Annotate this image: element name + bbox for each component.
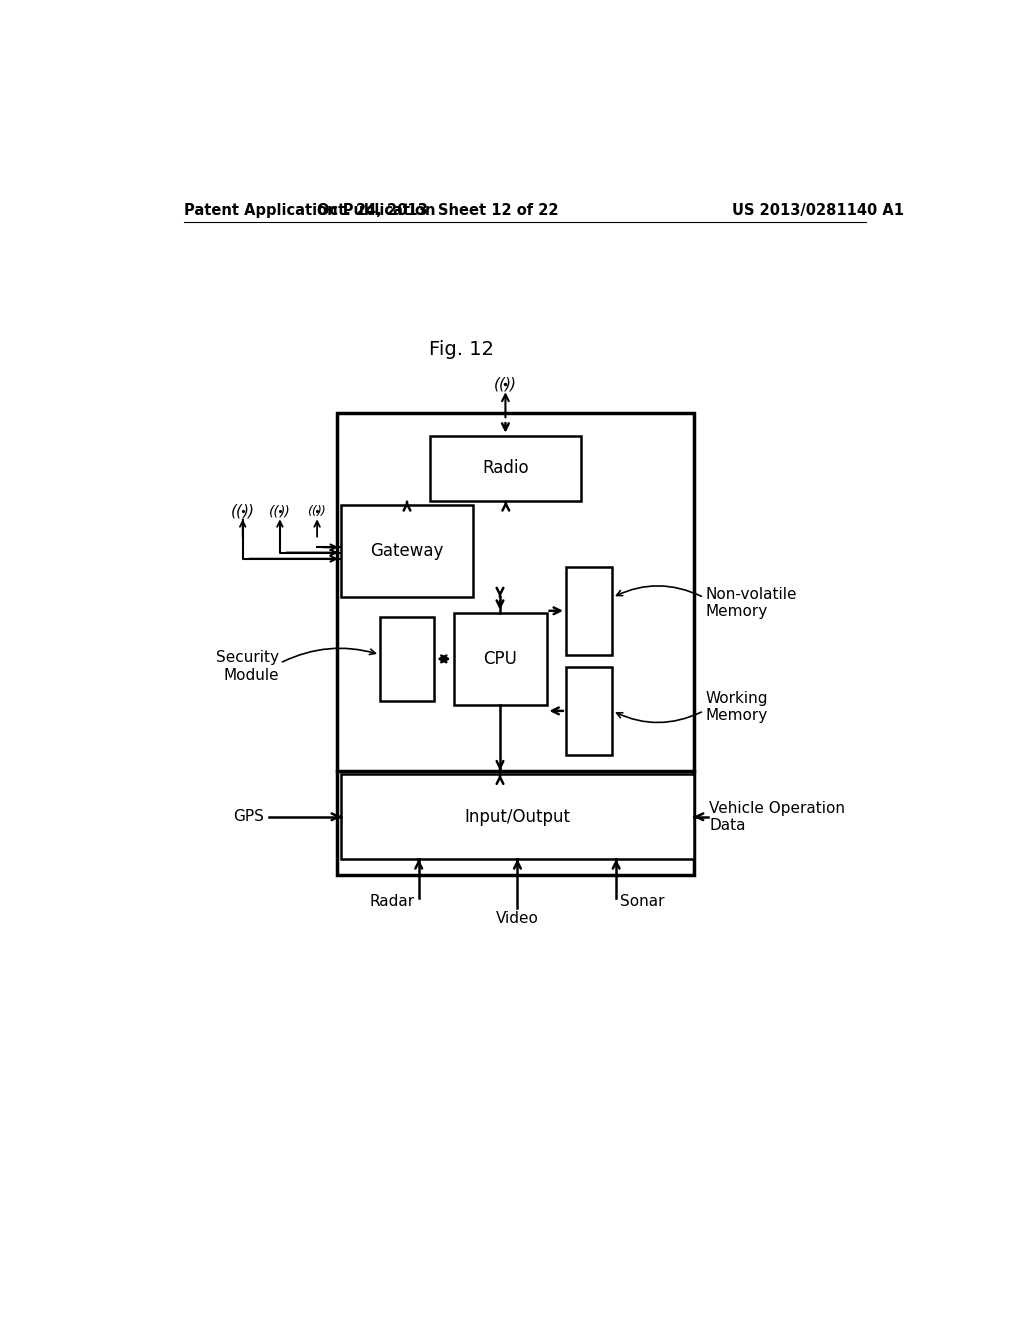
Bar (566, 667, 612, 755)
Text: Input/Output: Input/Output (465, 808, 570, 826)
Text: Fig. 12: Fig. 12 (429, 339, 494, 359)
Text: Working
Memory: Working Memory (706, 690, 768, 723)
Text: )): )) (506, 376, 517, 392)
Text: )): )) (280, 504, 291, 517)
Text: Sonar: Sonar (621, 894, 665, 909)
Bar (341, 506, 473, 597)
Text: ((: (( (230, 503, 243, 519)
Bar (341, 775, 693, 859)
Text: )): )) (243, 503, 255, 519)
Text: ((: (( (494, 376, 506, 392)
Bar (337, 412, 693, 874)
Text: Video: Video (496, 911, 539, 927)
Bar (430, 436, 582, 502)
Text: ((: (( (307, 504, 317, 517)
Text: US 2013/0281140 A1: US 2013/0281140 A1 (732, 203, 904, 218)
Text: Non-volatile
Memory: Non-volatile Memory (706, 587, 797, 619)
Text: Security
Module: Security Module (216, 651, 280, 682)
Text: Patent Application Publication: Patent Application Publication (183, 203, 435, 218)
Text: CPU: CPU (483, 649, 517, 668)
Bar (566, 566, 612, 655)
Text: Gateway: Gateway (371, 543, 443, 560)
Text: GPS: GPS (232, 809, 263, 824)
Text: Vehicle Operation
Data: Vehicle Operation Data (710, 800, 845, 833)
Text: Oct. 24, 2013  Sheet 12 of 22: Oct. 24, 2013 Sheet 12 of 22 (317, 203, 559, 218)
Bar (380, 616, 434, 701)
Text: ((: (( (269, 504, 280, 517)
Bar (454, 612, 547, 705)
Text: Radio: Radio (482, 459, 529, 478)
Text: Radar: Radar (370, 894, 415, 909)
Text: )): )) (317, 504, 327, 517)
